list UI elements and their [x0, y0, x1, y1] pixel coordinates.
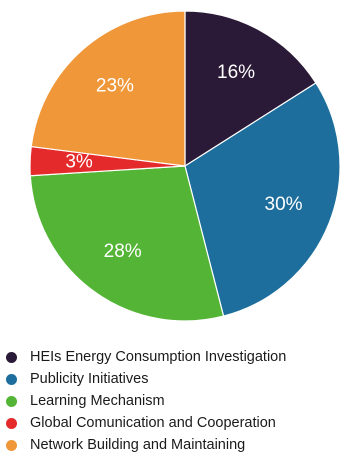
- pie-slice-label-0: 16%: [217, 62, 255, 83]
- legend-item-0: HEIs Energy Consumption Investigation: [6, 346, 286, 368]
- legend-label-4: Network Building and Maintaining: [30, 437, 246, 453]
- pie-slice-label-1: 30%: [265, 194, 303, 215]
- pie-slices: [29, 10, 341, 322]
- legend-swatch-0: [6, 351, 17, 363]
- pie-slice-0: [184, 10, 317, 168]
- pie-slice-1: [184, 82, 341, 317]
- chart-legend: HEIs Energy Consumption Investigation Pub…: [6, 346, 286, 456]
- legend-swatch-4: [6, 439, 17, 451]
- pie-slice-4: [30, 10, 186, 167]
- legend-item-1: Publicity Initiatives: [6, 368, 286, 390]
- pie-chart: 16% 30% 28% 3% 23%: [29, 10, 341, 322]
- legend-label-0: HEIs Energy Consumption Investigation: [30, 349, 287, 365]
- pie-slice-labels: 16% 30% 28% 3% 23%: [65, 62, 302, 262]
- legend-swatch-3: [6, 417, 17, 429]
- legend-item-4: Network Building and Maintaining: [6, 434, 286, 456]
- legend-label-3: Global Comunication and Cooperation: [30, 415, 276, 431]
- legend-item-3: Global Comunication and Cooperation: [6, 412, 286, 434]
- legend-swatch-1: [6, 373, 17, 385]
- pie-slice-label-3: 3%: [65, 152, 93, 173]
- legend-label-2: Learning Mechanism: [30, 393, 165, 409]
- legend-label-1: Publicity Initiatives: [30, 371, 149, 387]
- pie-slice-label-2: 28%: [104, 241, 142, 262]
- legend-item-2: Learning Mechanism: [6, 390, 286, 412]
- pie-slice-2: [29, 165, 225, 322]
- legend-swatch-2: [6, 395, 17, 407]
- pie-slice-label-4: 23%: [96, 76, 134, 97]
